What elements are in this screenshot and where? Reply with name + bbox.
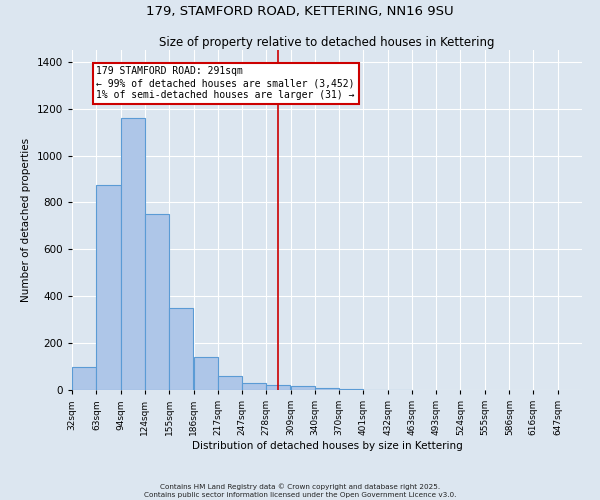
Bar: [72, 366, 96, 390]
Bar: [242, 383, 266, 390]
Bar: [290, 386, 315, 390]
X-axis label: Distribution of detached houses by size in Kettering: Distribution of detached houses by size …: [191, 441, 463, 451]
Bar: [97, 185, 121, 390]
Bar: [315, 388, 339, 390]
Bar: [218, 376, 242, 390]
Bar: [121, 118, 145, 390]
Bar: [169, 308, 193, 390]
Title: Size of property relative to detached houses in Kettering: Size of property relative to detached ho…: [159, 36, 495, 49]
Bar: [339, 389, 363, 390]
Text: Contains HM Land Registry data © Crown copyright and database right 2025.
Contai: Contains HM Land Registry data © Crown c…: [144, 484, 456, 498]
Y-axis label: Number of detached properties: Number of detached properties: [21, 138, 31, 302]
Text: 179, STAMFORD ROAD, KETTERING, NN16 9SU: 179, STAMFORD ROAD, KETTERING, NN16 9SU: [146, 5, 454, 18]
Text: 179 STAMFORD ROAD: 291sqm
← 99% of detached houses are smaller (3,452)
1% of sem: 179 STAMFORD ROAD: 291sqm ← 99% of detac…: [97, 66, 355, 100]
Bar: [266, 386, 290, 390]
Bar: [145, 214, 169, 390]
Bar: [194, 357, 218, 390]
